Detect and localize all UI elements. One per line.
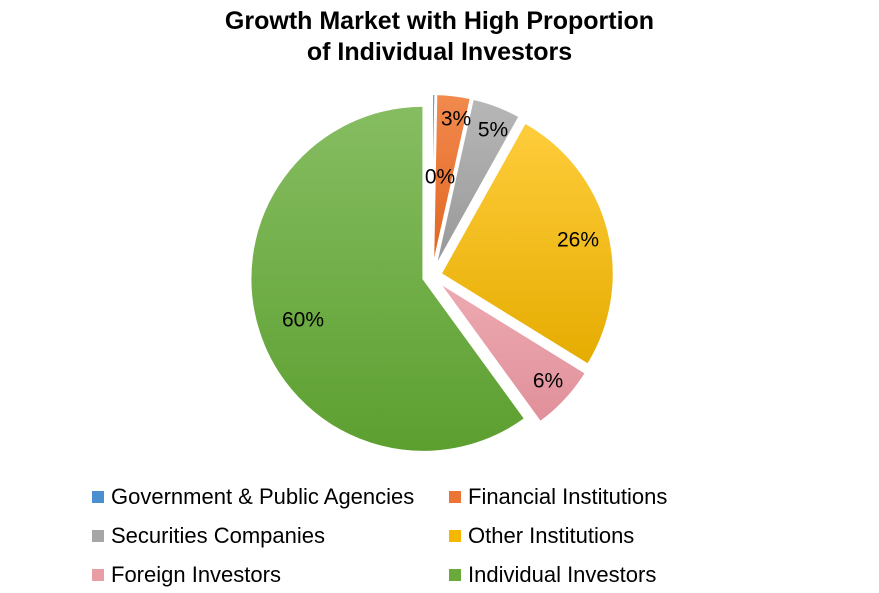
slice-foreign [437,281,588,424]
chart-title-line-2: of Individual Investors [306,38,573,66]
chart-title: Growth Market with High Proportion of In… [0,6,879,68]
slice-individual [249,104,527,453]
slice-financial-label: 3% [441,108,471,131]
slice-foreign-label: 6% [533,370,563,393]
slice-other-label: 26% [557,229,599,252]
slice-individual-label: 60% [282,309,324,332]
slice-other [439,121,615,366]
chart-title-line-1: Growth Market with High Proportion [224,7,655,35]
slice-securities [434,97,521,269]
pie-slices [249,93,615,453]
slice-financial [432,93,473,268]
slice-securities-label: 5% [478,119,508,142]
pie-data-labels: 0% 3% 5% 26% 6% 60% [282,108,599,393]
slice-government-label: 0% [425,166,455,189]
